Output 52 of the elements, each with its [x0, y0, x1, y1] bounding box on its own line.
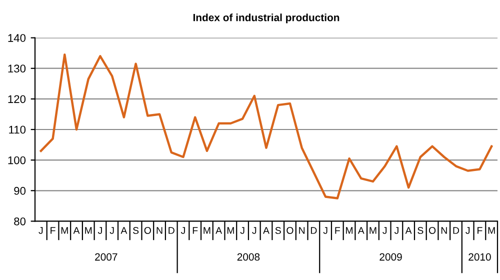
x-tick-label: A: [263, 227, 270, 234]
x-tick-label: M: [85, 227, 92, 234]
text: 2008: [237, 253, 260, 261]
x-tick-label: J: [323, 227, 328, 234]
x-tick-label: F: [478, 227, 482, 234]
x-tick-label: M: [227, 227, 234, 234]
x-tick-label: J: [466, 227, 470, 234]
x-tick-label: A: [216, 227, 222, 234]
x-tick-label: J: [252, 227, 256, 234]
x-tick-label: S: [133, 227, 139, 234]
x-tick-label: D: [168, 227, 174, 234]
line-series: [40, 54, 493, 200]
x-tick-label: A: [73, 227, 80, 234]
chart-title: Index of industrial production: [193, 14, 340, 24]
x-tick-label: J: [240, 227, 244, 234]
y-tick-label: 80: [14, 217, 26, 226]
x-tick-label: N: [441, 227, 447, 234]
x-tick-label: S: [275, 227, 281, 234]
x-tick-label: A: [405, 227, 412, 234]
x-tick-label: O: [428, 227, 436, 234]
x-tick-label: J: [110, 227, 114, 234]
y-tick-label: 110: [9, 126, 26, 134]
x-tick-label: F: [192, 227, 198, 234]
text: 2009: [380, 253, 402, 261]
x-tick-label: N: [156, 227, 162, 234]
y-tick-label: 140: [8, 34, 26, 42]
y-tick-label: 120: [8, 95, 26, 104]
x-tick-label: J: [38, 227, 43, 234]
x-tick-label: F: [50, 227, 56, 234]
x-tick-label: M: [370, 227, 376, 234]
x-tick-label: S: [418, 227, 424, 234]
x-tick-label: M: [61, 227, 68, 234]
y-tick-label: 90: [14, 186, 26, 195]
x-tick-label: J: [180, 227, 185, 234]
text: 2010: [468, 253, 491, 261]
x-tick-label: O: [286, 227, 294, 234]
x-tick-label: M: [346, 227, 353, 234]
x-tick-label: O: [144, 227, 151, 234]
x-tick-label: J: [394, 227, 398, 234]
x-tick-label: M: [488, 227, 495, 234]
x-tick-label: D: [310, 227, 317, 234]
x-tick-label: A: [358, 227, 364, 234]
y-tick-label: 130: [8, 64, 26, 72]
text: 2007: [95, 253, 118, 261]
x-tick-label: A: [120, 227, 128, 234]
x-tick-label: N: [299, 227, 305, 234]
x-tick-label: D: [453, 227, 460, 234]
x-tick-label: J: [98, 227, 102, 234]
x-tick-label: F: [335, 227, 340, 234]
y-tick-label: 100: [8, 156, 26, 164]
x-tick-label: M: [204, 227, 210, 234]
x-tick-label: J: [382, 227, 387, 234]
